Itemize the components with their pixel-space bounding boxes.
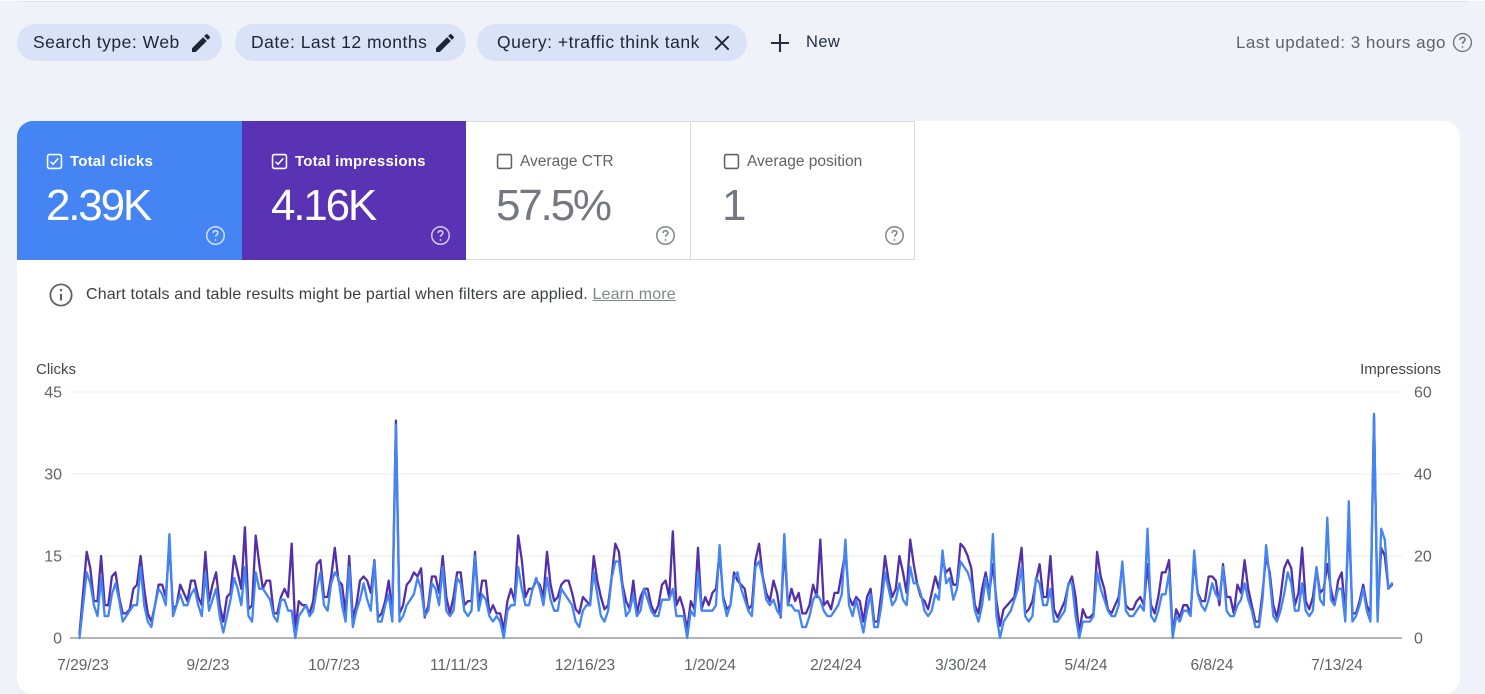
svg-text:15: 15: [44, 549, 62, 566]
svg-text:60: 60: [1414, 385, 1432, 402]
svg-text:12/16/23: 12/16/23: [555, 657, 615, 674]
svg-text:3/30/24: 3/30/24: [935, 657, 987, 674]
svg-text:0: 0: [1414, 631, 1423, 648]
svg-text:10/7/23: 10/7/23: [308, 657, 360, 674]
svg-text:7/13/24: 7/13/24: [1311, 657, 1363, 674]
svg-text:0: 0: [53, 631, 62, 648]
svg-text:2/24/24: 2/24/24: [810, 657, 862, 674]
svg-text:40: 40: [1414, 467, 1432, 484]
svg-text:6/8/24: 6/8/24: [1190, 657, 1233, 674]
svg-text:1/20/24: 1/20/24: [684, 657, 736, 674]
svg-text:11/11/23: 11/11/23: [430, 657, 488, 674]
svg-text:20: 20: [1414, 549, 1432, 566]
svg-text:30: 30: [44, 467, 62, 484]
svg-text:5/4/24: 5/4/24: [1064, 657, 1107, 674]
svg-text:7/29/23: 7/29/23: [57, 657, 109, 674]
svg-text:9/2/23: 9/2/23: [186, 657, 229, 674]
svg-text:45: 45: [44, 385, 62, 402]
